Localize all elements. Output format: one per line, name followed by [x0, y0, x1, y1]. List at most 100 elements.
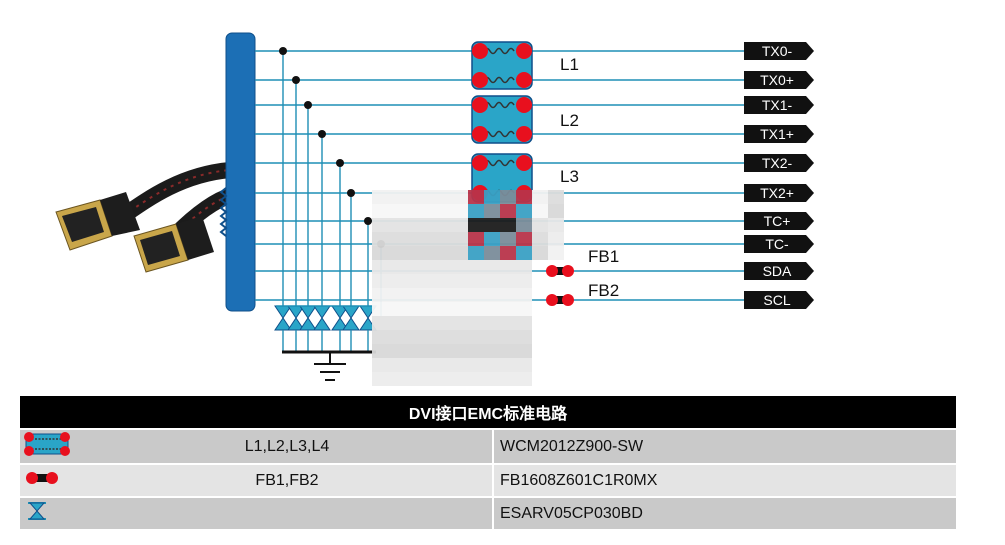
tvs-diode-array — [274, 305, 377, 352]
mosaic-cell — [468, 316, 484, 330]
signal-tag-tc-minus: TC- — [744, 235, 814, 253]
common-mode-choke-l1 — [471, 41, 533, 90]
mosaic-cell — [388, 302, 404, 316]
mosaic-cell — [388, 232, 404, 246]
mosaic-cell — [436, 302, 452, 316]
mosaic-cell — [500, 358, 516, 372]
mosaic-cell — [436, 288, 452, 302]
refs-cell — [82, 497, 493, 531]
mosaic-cell — [484, 260, 500, 274]
mosaic-cell — [452, 274, 468, 288]
mosaic-cell — [500, 302, 516, 316]
mosaic-cell — [372, 218, 388, 232]
signal-tag-scl: SCL — [744, 291, 814, 309]
mosaic-cell — [484, 358, 500, 372]
signal-tag-tx0-minusplus: TX0+ — [744, 71, 814, 89]
mosaic-cell — [372, 274, 388, 288]
mosaic-cell — [404, 302, 420, 316]
mosaic-cell — [516, 372, 532, 386]
table-row: ESARV05CP030BD — [20, 497, 956, 531]
mosaic-cell — [516, 204, 532, 218]
mosaic-cell — [500, 344, 516, 358]
mosaic-cell — [420, 204, 436, 218]
bead-label: FB1 — [588, 247, 619, 266]
choke-pad — [472, 72, 488, 88]
bead-pad — [562, 265, 574, 277]
ground-symbol — [282, 350, 376, 381]
choke-pad — [516, 72, 532, 88]
mosaic-cell — [500, 260, 516, 274]
mosaic-cell — [420, 344, 436, 358]
mosaic-cell — [468, 302, 484, 316]
mosaic-cell — [436, 204, 452, 218]
mosaic-cell — [532, 190, 548, 204]
mosaic-cell — [484, 330, 500, 344]
mosaic-cell — [452, 288, 468, 302]
mosaic-cell — [516, 190, 532, 204]
signal-name: TC+ — [764, 213, 791, 229]
mosaic-cell — [484, 344, 500, 358]
mosaic-cell — [548, 232, 564, 246]
mosaic-cell — [420, 302, 436, 316]
mosaic-cell — [532, 218, 548, 232]
mosaic-cell — [372, 232, 388, 246]
junction-dot — [292, 76, 300, 84]
mosaic-cell — [484, 288, 500, 302]
common-mode-choke-l2 — [471, 95, 533, 144]
mosaic-cell — [532, 246, 548, 260]
signal-name: SDA — [763, 263, 792, 279]
table-row: FB1,FB2 FB1608Z601C1R0MX — [20, 464, 956, 498]
mosaic-cell — [372, 358, 388, 372]
dvi-cable-image — [55, 162, 235, 273]
choke-pad — [516, 126, 532, 142]
tvs-diode-icon — [20, 497, 82, 531]
mosaic-cell — [452, 204, 468, 218]
common-mode-chokes: L1 L2 L3 — [471, 41, 579, 203]
mosaic-cell — [388, 330, 404, 344]
mosaic-cell — [532, 204, 548, 218]
mosaic-cell — [372, 316, 388, 330]
mosaic-cell — [532, 232, 548, 246]
signal-tags: TX0- TX0+ TX1- TX1+ TX2- TX2+ TC+ TC- SDA SCL — [744, 42, 814, 309]
mosaic-cell — [404, 246, 420, 260]
mosaic-cell — [388, 204, 404, 218]
mosaic-cell — [484, 316, 500, 330]
mosaic-cell — [468, 358, 484, 372]
mosaic-cell — [436, 232, 452, 246]
signal-name: TX2+ — [760, 185, 794, 201]
tvs-drop-lines — [279, 47, 385, 316]
signal-tag-tx2-minusplus: TX2+ — [744, 184, 814, 202]
mosaic-cell — [516, 232, 532, 246]
mosaic-cell — [404, 232, 420, 246]
mosaic-cell — [404, 358, 420, 372]
mosaic-cell — [404, 204, 420, 218]
mosaic-cell — [468, 330, 484, 344]
mosaic-cell — [388, 316, 404, 330]
ferrite-bead-fb2 — [546, 294, 574, 306]
mosaic-cell — [388, 246, 404, 260]
mosaic-cell — [452, 190, 468, 204]
ferrite-beads: FB1 FB2 — [546, 247, 619, 306]
part-number-cell: FB1608Z601C1R0MX — [492, 464, 956, 498]
mosaic-cell — [500, 218, 516, 232]
mosaic-cell — [420, 190, 436, 204]
mosaic-cell — [516, 260, 532, 274]
mosaic-cell — [468, 218, 484, 232]
ferrite-bead-icon — [20, 464, 82, 498]
mosaic-cell — [500, 316, 516, 330]
mosaic-cell — [500, 190, 516, 204]
mosaic-cell — [500, 372, 516, 386]
mosaic-cell — [372, 330, 388, 344]
mosaic-cell — [484, 302, 500, 316]
junction-dot — [364, 217, 372, 225]
mosaic-cell — [468, 274, 484, 288]
mosaic-cell — [388, 372, 404, 386]
mosaic-cell — [484, 274, 500, 288]
tvs-diode — [299, 305, 317, 352]
mosaic-cell — [516, 316, 532, 330]
choke-winding — [483, 47, 515, 55]
mosaic-cell — [388, 260, 404, 274]
choke-winding — [483, 130, 515, 138]
mosaic-cell — [516, 302, 532, 316]
mosaic-cell — [436, 274, 452, 288]
